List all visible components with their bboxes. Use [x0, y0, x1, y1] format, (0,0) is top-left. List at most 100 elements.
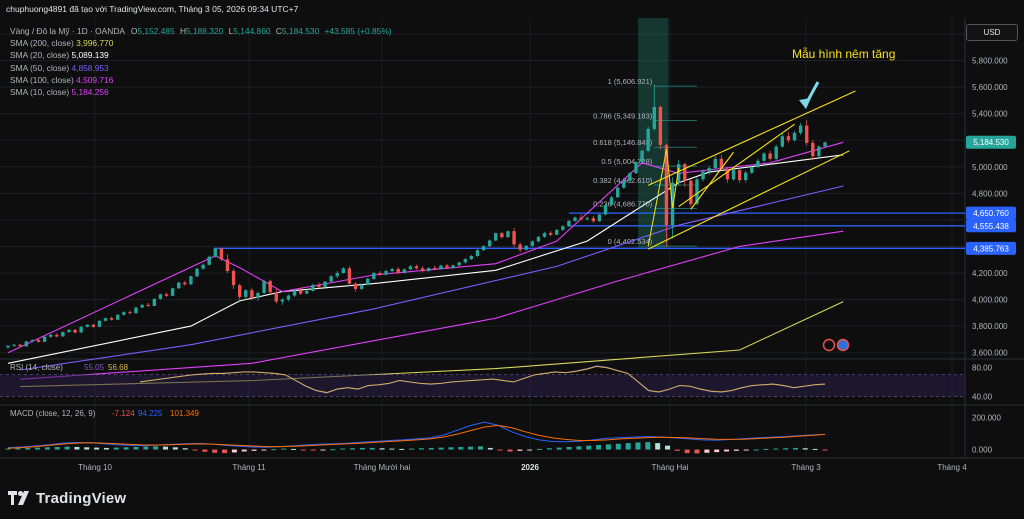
- candle-body[interactable]: [30, 340, 35, 342]
- wedge-trendline[interactable]: [678, 123, 795, 208]
- sma-legend-row[interactable]: SMA (20, close) 5,089.139: [10, 49, 392, 61]
- candle-body[interactable]: [469, 256, 474, 260]
- candle-body[interactable]: [762, 153, 766, 161]
- candle-body[interactable]: [262, 280, 266, 293]
- candle-body[interactable]: [542, 233, 547, 237]
- rsi-signal-line[interactable]: [139, 365, 826, 393]
- candle-body[interactable]: [55, 334, 59, 337]
- candle-body[interactable]: [268, 280, 272, 293]
- candle-body[interactable]: [42, 336, 47, 342]
- candle-body[interactable]: [390, 269, 394, 272]
- candle-body[interactable]: [768, 153, 772, 159]
- candle-body[interactable]: [280, 299, 285, 302]
- tradingview-logo[interactable]: TradingView: [8, 488, 126, 508]
- candle-body[interactable]: [195, 268, 199, 277]
- sma-line[interactable]: [7, 154, 844, 364]
- candle-body[interactable]: [725, 168, 730, 180]
- candle-body[interactable]: [24, 341, 28, 347]
- sma-legend-row[interactable]: SMA (100, close) 4,509.716: [10, 74, 392, 86]
- price-tag[interactable]: [966, 135, 1016, 149]
- candle-body[interactable]: [311, 284, 315, 291]
- candle-body[interactable]: [109, 318, 114, 320]
- candle-body[interactable]: [414, 266, 419, 269]
- candle-body[interactable]: [317, 284, 321, 287]
- candle-body[interactable]: [67, 329, 71, 333]
- candle-body[interactable]: [798, 125, 803, 133]
- candle-body[interactable]: [237, 285, 242, 297]
- candle-body[interactable]: [36, 340, 41, 342]
- candle-body[interactable]: [695, 179, 699, 204]
- candle-body[interactable]: [103, 318, 108, 321]
- candle-body[interactable]: [366, 278, 370, 285]
- candle-body[interactable]: [396, 269, 400, 273]
- candle-body[interactable]: [256, 292, 260, 298]
- candle-body[interactable]: [231, 271, 236, 286]
- candle-body[interactable]: [555, 229, 559, 235]
- wedge-trendline[interactable]: [647, 90, 856, 186]
- candle-body[interactable]: [140, 304, 144, 308]
- candle-body[interactable]: [701, 171, 705, 180]
- candle-body[interactable]: [518, 244, 522, 250]
- candle-body[interactable]: [658, 106, 663, 145]
- candle-body[interactable]: [305, 290, 309, 294]
- candle-body[interactable]: [451, 265, 455, 268]
- sma-line[interactable]: [20, 185, 844, 371]
- candle-body[interactable]: [189, 276, 193, 285]
- candle-body[interactable]: [6, 345, 10, 348]
- candle-body[interactable]: [213, 248, 217, 257]
- candle-body[interactable]: [372, 273, 376, 279]
- candle-body[interactable]: [737, 170, 742, 181]
- candle-body[interactable]: [225, 259, 230, 272]
- candle-body[interactable]: [506, 231, 510, 238]
- candle-body[interactable]: [128, 312, 132, 314]
- candle-body[interactable]: [494, 233, 498, 241]
- candle-body[interactable]: [823, 142, 827, 147]
- wedge-annotation[interactable]: Mẫu hình nêm tăng: [792, 47, 896, 61]
- candle-body[interactable]: [536, 236, 541, 242]
- candle-body[interactable]: [792, 132, 797, 141]
- candle-body[interactable]: [628, 173, 632, 181]
- candle-body[interactable]: [585, 218, 589, 220]
- candle-body[interactable]: [219, 248, 224, 260]
- candle-body[interactable]: [347, 268, 352, 284]
- candle-body[interactable]: [408, 266, 413, 270]
- candle-body[interactable]: [91, 324, 96, 327]
- price-tag[interactable]: [966, 241, 1016, 255]
- candle-body[interactable]: [426, 267, 431, 272]
- wedge-trendline[interactable]: [647, 149, 680, 247]
- candle-body[interactable]: [567, 220, 571, 227]
- candle-body[interactable]: [12, 344, 16, 346]
- candle-body[interactable]: [774, 146, 778, 159]
- candle-body[interactable]: [689, 180, 693, 204]
- candle-body[interactable]: [250, 290, 254, 298]
- candle-body[interactable]: [329, 276, 333, 282]
- candle-body[interactable]: [524, 245, 528, 250]
- candle-body[interactable]: [664, 144, 669, 226]
- sma-line[interactable]: [20, 230, 844, 380]
- sma-legend-row[interactable]: SMA (200, close) 3,996.770: [10, 37, 392, 49]
- candle-body[interactable]: [719, 158, 724, 169]
- candle-body[interactable]: [481, 246, 486, 251]
- candle-body[interactable]: [591, 218, 596, 222]
- candle-body[interactable]: [609, 197, 614, 205]
- candle-body[interactable]: [622, 180, 626, 188]
- candle-body[interactable]: [18, 344, 22, 347]
- candle-body[interactable]: [97, 320, 102, 327]
- price-tag[interactable]: [966, 206, 1016, 220]
- candle-body[interactable]: [597, 214, 602, 222]
- event-badge-icon[interactable]: [822, 338, 836, 352]
- event-badge-icon[interactable]: [836, 338, 850, 352]
- candle-body[interactable]: [561, 226, 565, 230]
- candle-body[interactable]: [73, 329, 77, 333]
- candle-body[interactable]: [805, 125, 809, 143]
- candle-body[interactable]: [286, 295, 291, 300]
- candle-body[interactable]: [79, 326, 83, 333]
- candle-body[interactable]: [713, 158, 717, 169]
- price-tag[interactable]: [966, 219, 1016, 233]
- candle-body[interactable]: [244, 290, 248, 297]
- candle-body[interactable]: [61, 332, 65, 337]
- candle-body[interactable]: [817, 146, 821, 157]
- candle-body[interactable]: [402, 269, 407, 273]
- candle-body[interactable]: [512, 231, 516, 245]
